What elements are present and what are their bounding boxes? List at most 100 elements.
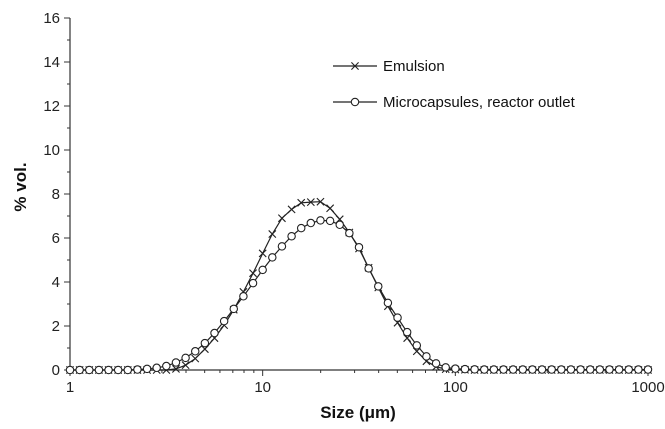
data-point bbox=[171, 358, 181, 367]
x-tick-label: 100 bbox=[443, 379, 468, 396]
y-tick-label: 14 bbox=[43, 54, 60, 71]
x-tick-label: 1 bbox=[66, 379, 74, 396]
data-point bbox=[537, 365, 547, 374]
data-point bbox=[441, 363, 450, 372]
data-point bbox=[306, 198, 315, 207]
data-point bbox=[200, 345, 209, 354]
y-tick-label: 10 bbox=[43, 142, 60, 159]
series-line bbox=[70, 219, 648, 371]
data-point bbox=[547, 365, 556, 374]
legend: Emulsion Microcapsules, reactor outlet bbox=[333, 58, 576, 111]
data-point bbox=[200, 338, 210, 348]
data-point bbox=[210, 328, 219, 338]
x-tick-label: 1000 bbox=[631, 379, 664, 396]
y-tick-label: 2 bbox=[52, 318, 60, 335]
data-point bbox=[113, 365, 123, 375]
data-point bbox=[104, 365, 113, 375]
data-point bbox=[162, 361, 171, 371]
data-point bbox=[181, 361, 190, 370]
y-tick-label: 16 bbox=[43, 10, 60, 27]
data-point bbox=[576, 365, 585, 374]
data-point bbox=[326, 204, 335, 213]
x-tick-label: 10 bbox=[254, 379, 271, 396]
data-point bbox=[393, 313, 402, 322]
axes: 0 2 4 6 8 10 12 14 16 1 10 100 1000 bbox=[43, 10, 664, 396]
data-point bbox=[634, 365, 643, 374]
x-axis-title: Size (μm) bbox=[320, 403, 396, 422]
data-point bbox=[566, 365, 576, 374]
data-point bbox=[190, 347, 200, 356]
data-point bbox=[171, 364, 180, 373]
legend-marker bbox=[350, 97, 360, 107]
y-tick-label: 0 bbox=[52, 362, 60, 379]
data-point bbox=[249, 269, 258, 278]
data-point bbox=[412, 341, 422, 350]
data-point bbox=[585, 365, 595, 374]
data-point bbox=[296, 223, 306, 233]
data-point bbox=[508, 365, 518, 374]
data-point bbox=[239, 292, 248, 301]
data-point bbox=[451, 364, 460, 373]
data-point bbox=[402, 327, 412, 337]
data-point bbox=[489, 365, 499, 374]
data-point bbox=[643, 365, 653, 374]
data-point bbox=[258, 249, 267, 258]
y-tick-label: 6 bbox=[52, 230, 60, 247]
data-point bbox=[142, 364, 152, 374]
data-point bbox=[480, 365, 489, 374]
data-point bbox=[75, 365, 84, 375]
data-point bbox=[287, 231, 296, 241]
y-axis-title: % vol. bbox=[11, 162, 30, 211]
data-point bbox=[181, 353, 190, 363]
data-point bbox=[605, 365, 614, 374]
data-point bbox=[499, 365, 508, 374]
series-emulsion bbox=[66, 197, 652, 374]
legend-label: Microcapsules, reactor outlet bbox=[383, 94, 576, 111]
data-point bbox=[345, 228, 354, 238]
data-point bbox=[268, 230, 277, 239]
legend-label: Emulsion bbox=[383, 58, 445, 75]
legend-marker bbox=[351, 62, 359, 70]
data-point bbox=[248, 278, 258, 288]
data-point bbox=[65, 365, 75, 375]
data-point bbox=[123, 365, 133, 375]
data-point bbox=[595, 365, 605, 374]
data-point bbox=[422, 352, 431, 361]
data-point bbox=[316, 197, 325, 206]
data-point bbox=[528, 365, 537, 374]
data-point bbox=[306, 218, 316, 228]
data-point bbox=[614, 365, 624, 374]
data-point bbox=[374, 282, 383, 291]
data-point bbox=[287, 205, 296, 214]
data-point bbox=[325, 216, 335, 226]
y-tick-label: 4 bbox=[52, 274, 60, 291]
data-point bbox=[297, 198, 306, 207]
data-point bbox=[460, 364, 470, 374]
data-point bbox=[94, 365, 104, 375]
series-line bbox=[70, 201, 648, 371]
data-point bbox=[277, 242, 287, 251]
data-point bbox=[229, 304, 239, 314]
data-point bbox=[152, 363, 161, 373]
data-point bbox=[316, 216, 325, 225]
data-point bbox=[383, 298, 393, 308]
data-point bbox=[191, 354, 200, 363]
data-point bbox=[219, 316, 229, 326]
data-point bbox=[85, 365, 94, 375]
series-microcapsules bbox=[65, 216, 653, 375]
y-tick-label: 8 bbox=[52, 186, 60, 203]
data-point bbox=[268, 253, 277, 262]
data-point bbox=[624, 365, 633, 374]
y-tick-label: 12 bbox=[43, 98, 60, 115]
data-point bbox=[354, 242, 364, 252]
data-point bbox=[133, 365, 142, 374]
data-point bbox=[557, 365, 566, 374]
data-point bbox=[258, 265, 267, 275]
data-point bbox=[277, 214, 286, 223]
data-point bbox=[335, 220, 344, 230]
data-point bbox=[518, 365, 528, 374]
data-point bbox=[364, 264, 373, 273]
data-point bbox=[431, 359, 441, 368]
data-point bbox=[470, 365, 479, 374]
